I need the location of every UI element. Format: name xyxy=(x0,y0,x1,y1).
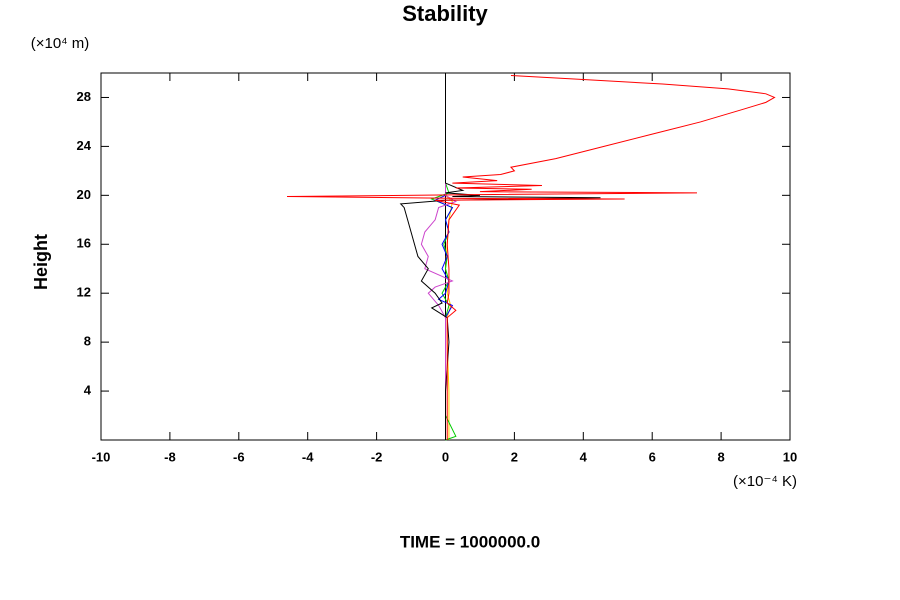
y-tick-label: 20 xyxy=(77,187,91,202)
y-tick-label: 8 xyxy=(84,334,91,349)
x-tick-label: -10 xyxy=(92,449,111,464)
y-unit-label: (×10⁴ m) xyxy=(31,35,90,52)
chart-title: Stability xyxy=(402,1,488,26)
y-axis-label: Height xyxy=(31,234,51,290)
series-line xyxy=(433,183,454,440)
x-tick-label: -8 xyxy=(164,449,176,464)
series-line xyxy=(287,74,776,440)
x-tick-label: -4 xyxy=(302,449,314,464)
y-tick-label: 12 xyxy=(77,285,91,300)
y-tick-label: 28 xyxy=(77,89,91,104)
x-tick-label: -2 xyxy=(371,449,383,464)
x-tick-label: 10 xyxy=(783,449,797,464)
x-tick-label: 8 xyxy=(717,449,724,464)
y-tick-label: 4 xyxy=(84,383,92,398)
x-tick-label: 2 xyxy=(511,449,518,464)
x-tick-label: 4 xyxy=(580,449,588,464)
footer: TIME = 1000000.0 xyxy=(400,532,540,551)
y-tick-label: 16 xyxy=(77,236,91,251)
series-line xyxy=(399,75,601,440)
y-tick-label: 24 xyxy=(77,138,92,153)
x-tick-label: 6 xyxy=(649,449,656,464)
x-tick-label: 0 xyxy=(442,449,449,464)
x-tick-label: -6 xyxy=(233,449,245,464)
x-unit-label: (×10⁻⁴ K) xyxy=(733,473,797,490)
